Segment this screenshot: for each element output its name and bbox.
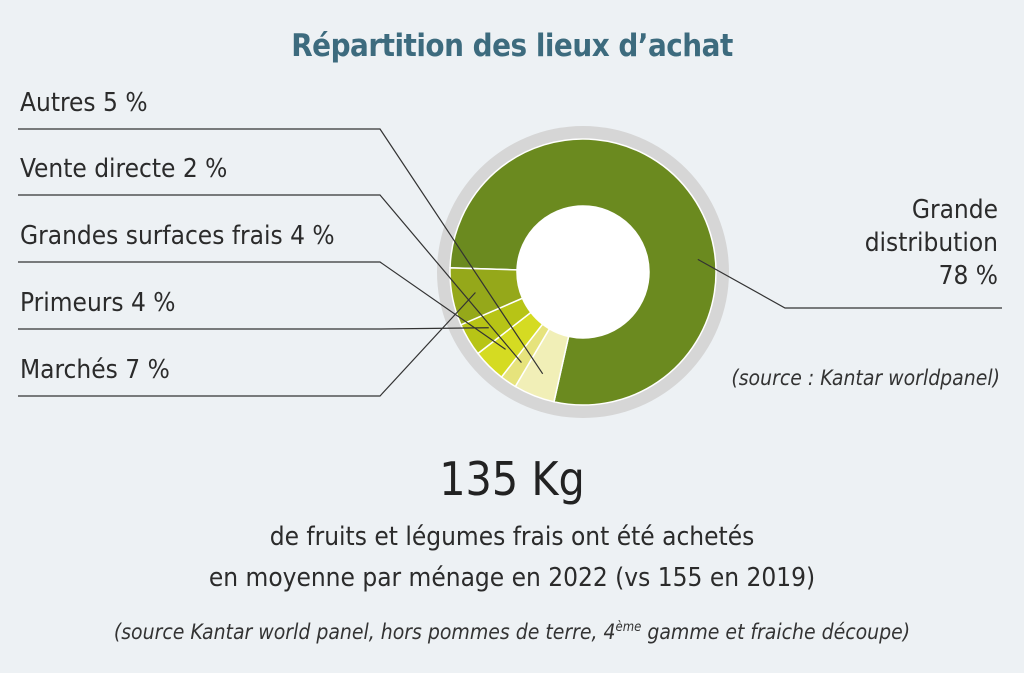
label-marches: Marchés 7 % — [20, 355, 170, 385]
label-grande-distribution-line3: 78 % — [938, 261, 998, 291]
label-grande-distribution-line2: distribution — [864, 228, 998, 258]
leader-line-grandes-surfaces-frais — [18, 261, 506, 350]
leader-line-grande-distribution — [697, 258, 1002, 309]
stat-number: 135 Kg — [439, 452, 585, 506]
stat-source-text: (source Kantar world panel, hors pommes … — [113, 620, 616, 644]
leader-line-autres — [18, 128, 544, 375]
stat-source-sup: ème — [615, 620, 642, 635]
chart-title: Répartition des lieux d’achat — [291, 28, 733, 64]
stat-line-2: en moyenne par ménage en 2022 (vs 155 en… — [208, 563, 816, 593]
label-grandes-surfaces-frais: Grandes surfaces frais 4 % — [20, 221, 335, 251]
leader-line-primeurs — [18, 327, 489, 330]
donut-slice-march-s — [449, 267, 524, 326]
stat-source: (source Kantar world panel, hors pommes … — [0, 620, 1024, 644]
label-grande-distribution-line1: Grande — [911, 195, 998, 225]
leader-line-vente-directe — [18, 194, 522, 363]
label-autres: Autres 5 % — [20, 88, 148, 118]
label-primeurs: Primeurs 4 % — [20, 288, 176, 318]
stat-line-1: de fruits et légumes frais ont été achet… — [269, 522, 755, 552]
label-vente-directe: Vente directe 2 % — [20, 154, 228, 184]
leader-line-march-s — [18, 292, 476, 397]
donut-hole — [517, 206, 649, 338]
label-grande-distribution: Grande distribution 78 % — [865, 194, 998, 293]
chart-source: (source : Kantar worldpanel) — [731, 366, 1000, 390]
stat-source-text-end: gamme et fraiche découpe) — [641, 620, 911, 644]
